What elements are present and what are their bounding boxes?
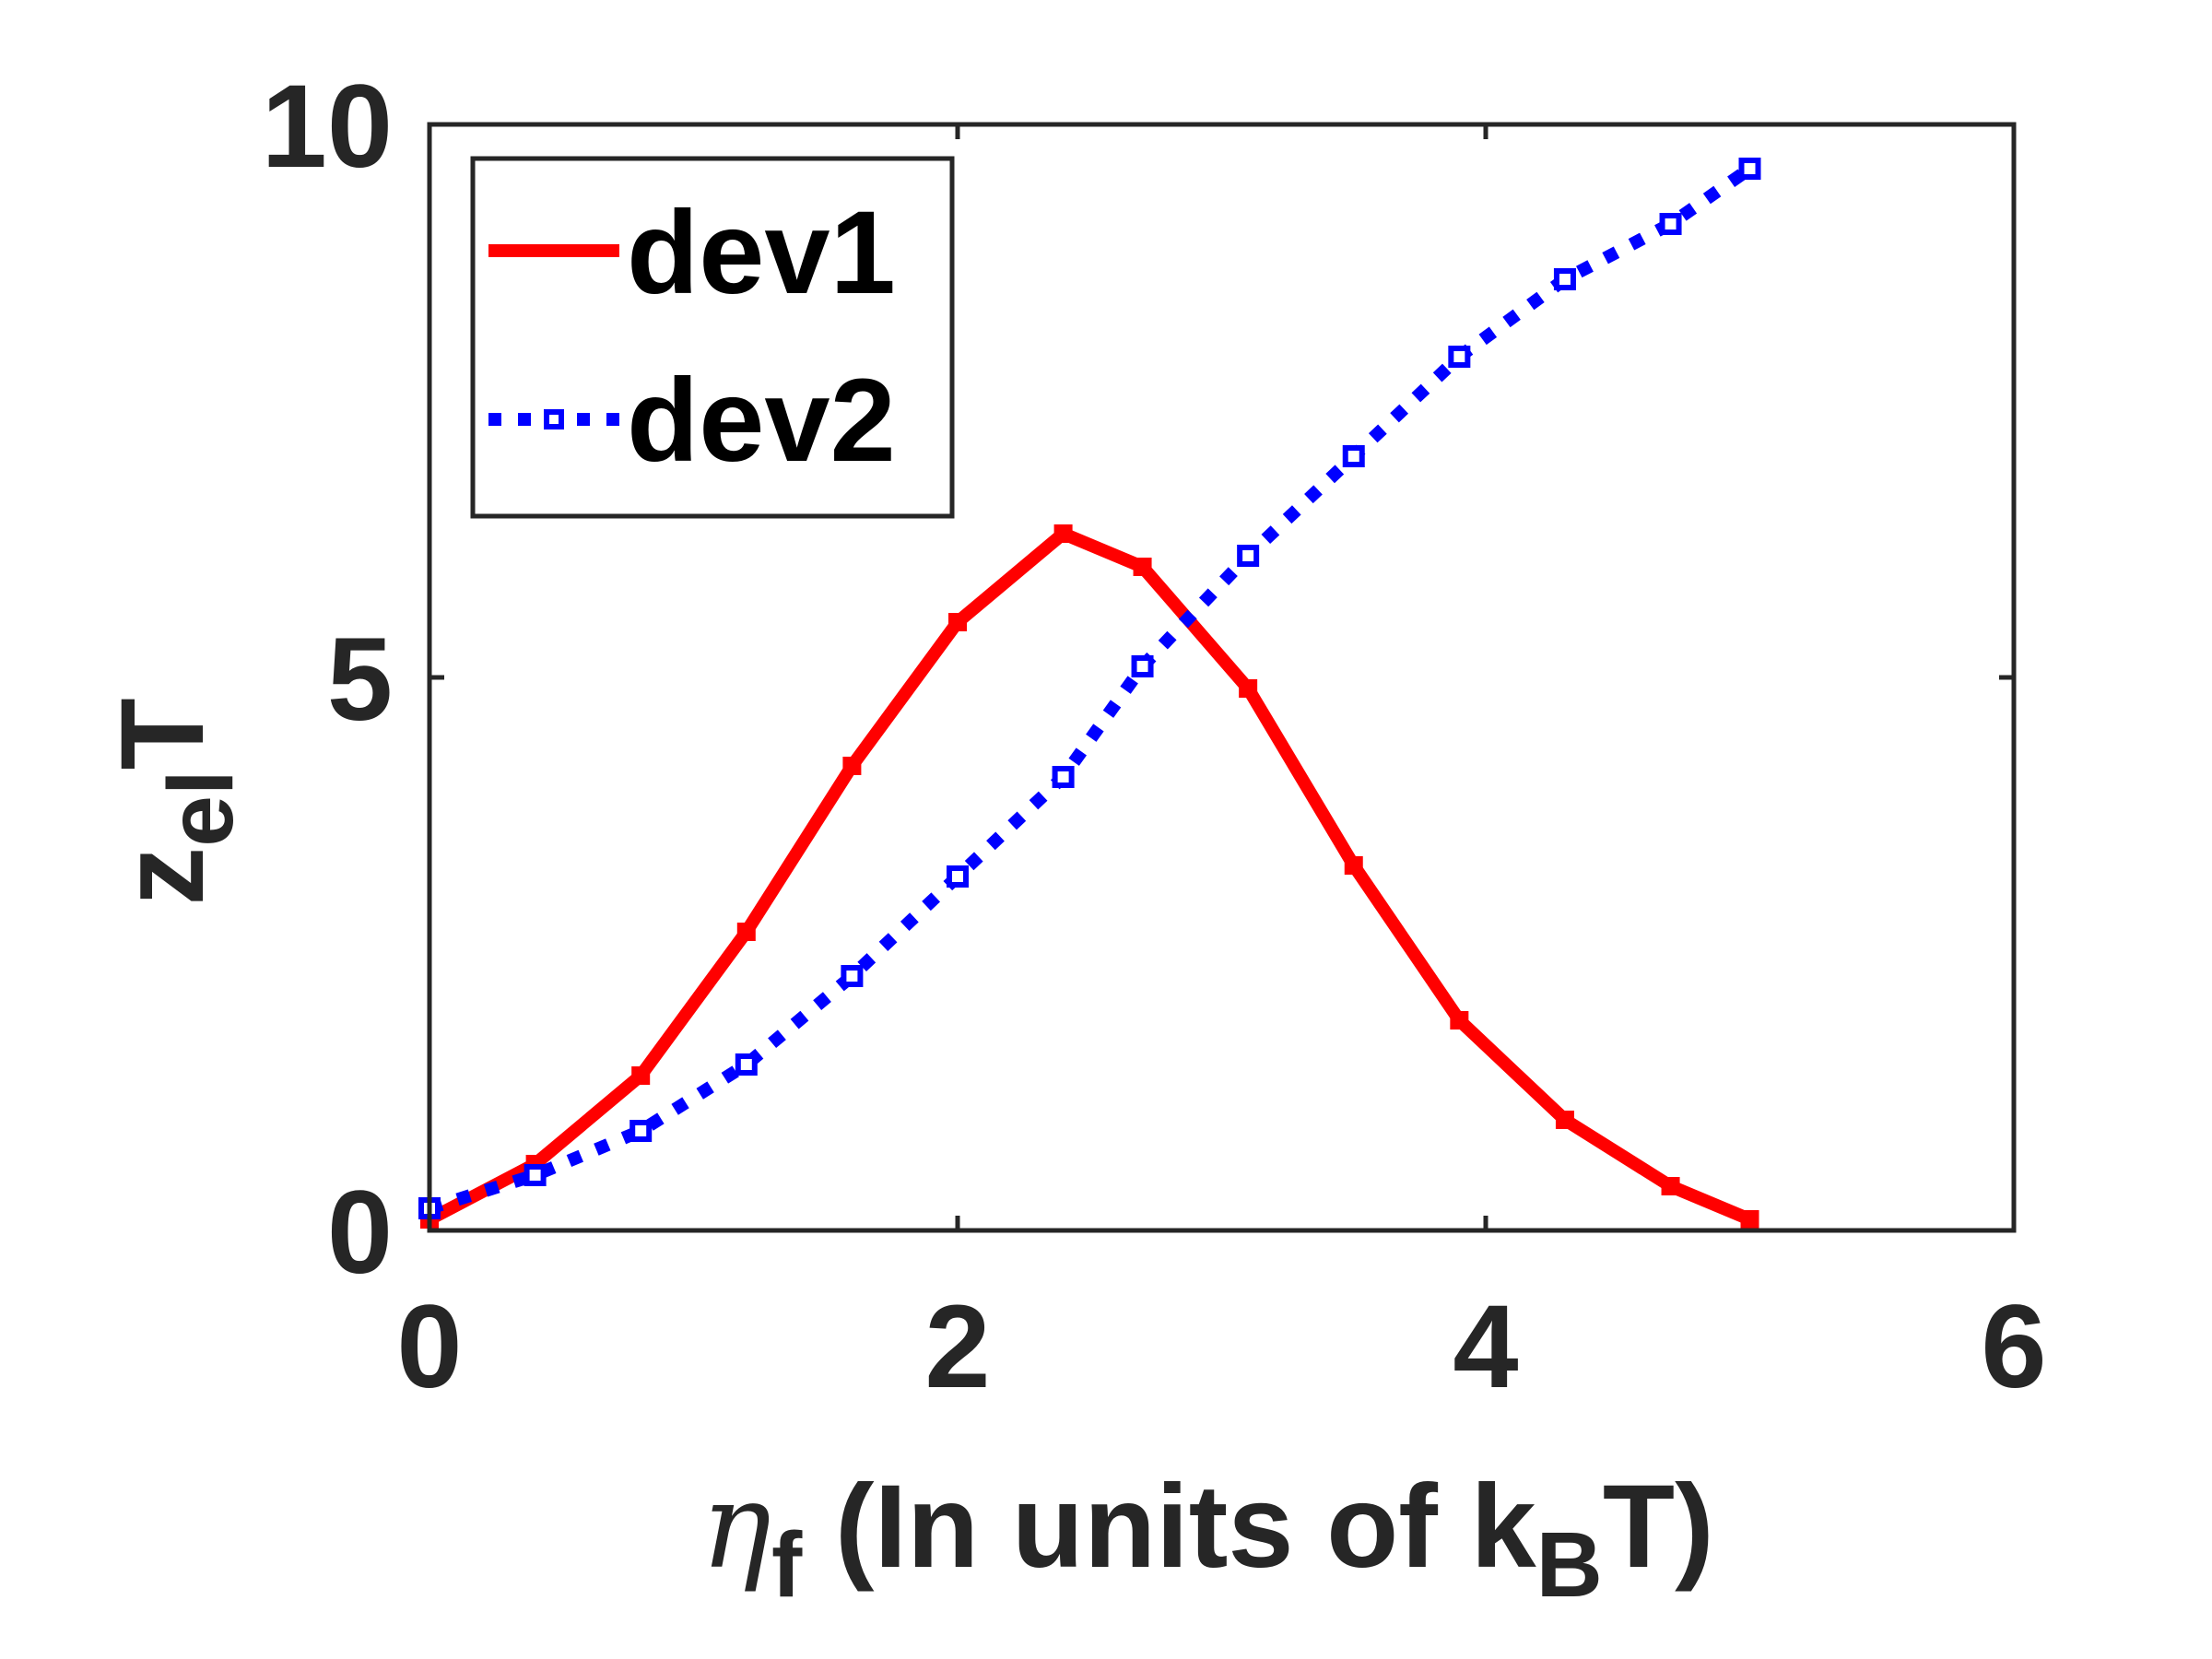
y-tick-label: 10: [262, 61, 393, 193]
legend-label-dev2: dev2: [627, 355, 896, 487]
point-dev2: [1738, 158, 1761, 180]
point-dev1: [1740, 1210, 1759, 1229]
point-dev1: [1053, 524, 1073, 543]
x-label-text-end: T): [1603, 1461, 1714, 1593]
legend-entry-dev1: dev1: [488, 187, 896, 319]
point-dev1: [948, 613, 967, 631]
x-tick-label: 6: [1981, 1281, 2046, 1413]
point-dev2: [735, 1053, 758, 1076]
point-dev2: [841, 965, 864, 987]
point-dev2: [629, 1120, 653, 1142]
point-dev1: [842, 757, 862, 775]
point-dev2: [524, 1164, 547, 1186]
point-dev1: [631, 1066, 651, 1085]
series-line-dev2: [427, 163, 1754, 1215]
x-tick-label: 2: [924, 1281, 990, 1413]
y-label-sub: el: [149, 770, 253, 846]
legend-entry-dev2: dev2: [488, 355, 896, 487]
legend-label-dev1: dev1: [627, 187, 896, 319]
x-tick-label: 0: [396, 1281, 462, 1413]
y-axis-label: zelT: [97, 698, 253, 906]
point-dev1: [736, 923, 756, 941]
series-line-dev1: [426, 527, 1753, 1226]
y-tick-label: 0: [327, 1167, 393, 1299]
series-layer: [418, 158, 1761, 1229]
point-dev2: [1659, 213, 1682, 235]
y-tick-label: 5: [327, 614, 393, 746]
point-dev1: [1450, 1011, 1469, 1030]
svg-text:ηf (In units of kBT): ηf (In units of kBT): [700, 1458, 1713, 1617]
point-dev1: [1239, 679, 1258, 698]
y-label-main: z: [97, 847, 229, 906]
point-dev2: [1131, 655, 1154, 677]
x-tick-label: 4: [1453, 1281, 1518, 1413]
point-dev2: [947, 865, 969, 888]
x-label-text-sub: B: [1536, 1513, 1603, 1617]
x-axis-label: ηf (In units of kBT): [700, 1458, 1713, 1617]
point-dev2: [1237, 545, 1260, 567]
point-dev2: [1553, 268, 1576, 290]
y-label-end: T: [97, 698, 229, 770]
x-label-symbol-sub: f: [771, 1513, 803, 1617]
y-ticks: 0 5 10: [262, 61, 2014, 1299]
legend: dev1 dev2: [470, 156, 955, 519]
point-dev2: [1448, 346, 1471, 368]
point-dev2: [1342, 445, 1365, 467]
point-dev1: [1555, 1111, 1574, 1129]
svg-text:zelT: zelT: [97, 698, 253, 906]
point-dev1: [1133, 558, 1152, 576]
x-ticks: 0 2 4 6: [396, 124, 2047, 1413]
point-dev2: [1052, 766, 1075, 788]
x-label-text: (In units of k: [835, 1461, 1537, 1593]
legend-marker-dev2: [544, 409, 564, 429]
point-dev1: [1661, 1177, 1680, 1195]
x-label-symbol: η: [700, 1458, 771, 1595]
legend-box: [470, 156, 955, 519]
point-dev1: [1344, 856, 1363, 875]
